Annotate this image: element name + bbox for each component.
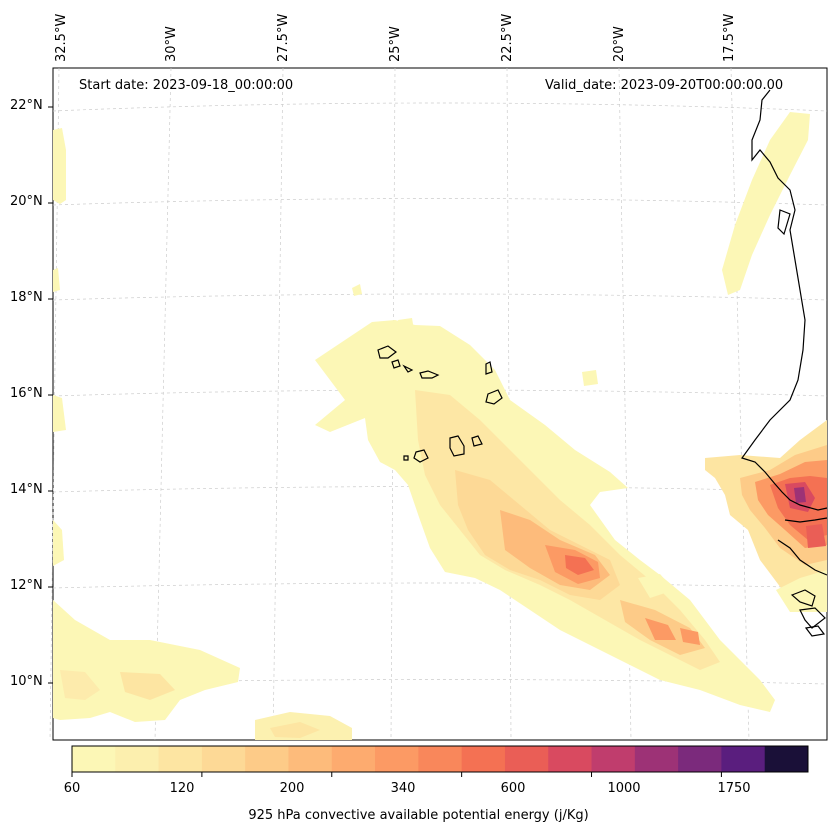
cape-patch xyxy=(638,574,674,598)
island-santo-antao xyxy=(377,345,397,359)
coastline-guinea-bissau xyxy=(777,539,828,576)
lon-label: 22.5°W xyxy=(500,13,515,62)
island-brava xyxy=(403,455,409,461)
lon-label: 32.5°W xyxy=(54,13,69,62)
cape-patch xyxy=(53,520,64,566)
graticule-lat-18 xyxy=(52,293,828,301)
cape-patch xyxy=(806,524,826,548)
lat-label: 22°N xyxy=(10,98,43,113)
coastline-west-africa xyxy=(741,89,828,511)
graticule-lon-30 xyxy=(154,67,172,741)
cape-patch xyxy=(794,487,806,503)
colorbar-tick-label: 120 xyxy=(169,781,195,796)
colorbar-segment xyxy=(158,746,203,772)
graticule-lat-20 xyxy=(52,198,828,206)
cape-patch xyxy=(53,600,240,722)
island-sal xyxy=(485,361,493,375)
coastline-gambia xyxy=(784,517,828,523)
colorbar-segment xyxy=(591,746,636,772)
island-fogo xyxy=(413,449,429,463)
start-date-label: Start date: 2023-09-18_00:00:00 xyxy=(79,78,294,93)
island-santa-luzia xyxy=(402,364,414,373)
colorbar-segment xyxy=(461,746,506,772)
colorbar-ticks xyxy=(71,772,722,777)
colorbar-segment xyxy=(201,746,246,772)
coastlines xyxy=(377,89,828,637)
lon-label: 17.5°W xyxy=(722,13,737,62)
cape-patch xyxy=(398,318,414,332)
colorbar-segment xyxy=(764,746,809,772)
colorbar-segment xyxy=(331,746,376,772)
coastline-bijagos xyxy=(799,607,826,629)
lon-label: 20°W xyxy=(612,26,627,62)
cape-patch xyxy=(270,722,320,738)
colorbar-tick-label: 200 xyxy=(279,781,305,796)
valid-date-label: Valid_date: 2023-09-20T00:00:00.00 xyxy=(545,78,784,93)
island-boa-vista xyxy=(485,389,503,405)
lon-label: 25°W xyxy=(388,26,403,62)
colorbar-segment xyxy=(418,746,463,772)
colorbar-segment xyxy=(721,746,766,772)
colorbar-tick-label: 600 xyxy=(500,781,526,796)
island-sao-vicente xyxy=(391,359,401,369)
graticule-lat-12 xyxy=(52,582,828,589)
colorbar-tick-label: 340 xyxy=(390,781,416,796)
colorbar-tick-label: 1750 xyxy=(717,781,751,796)
cape-patch xyxy=(415,390,720,670)
cape-patch xyxy=(53,128,66,204)
lat-label: 14°N xyxy=(10,482,43,497)
cape-patch xyxy=(60,670,100,700)
island-santiago xyxy=(449,435,465,457)
lat-label: 10°N xyxy=(10,674,43,689)
lat-label: 12°N xyxy=(10,578,43,593)
cape-patch xyxy=(722,112,810,295)
axis-ticks xyxy=(48,106,53,684)
lon-label: 30°W xyxy=(164,26,179,62)
cape-patch xyxy=(352,284,362,296)
colorbar-frame xyxy=(71,745,809,773)
colorbar xyxy=(72,746,809,772)
coastline-bijagos xyxy=(804,625,826,637)
graticule-lat-14 xyxy=(52,486,828,493)
cape-patch xyxy=(565,555,594,575)
cape-patch xyxy=(53,268,60,292)
island-sao-nicolau xyxy=(419,370,440,379)
coastline-bijagos xyxy=(790,589,816,607)
graticule-lon-175 xyxy=(730,67,750,741)
colorbar-segment xyxy=(288,746,333,772)
graticule-lon-275 xyxy=(272,67,284,741)
cape-field xyxy=(53,112,827,740)
colorbar-segment xyxy=(678,746,722,772)
colorbar-title: 925 hPa convective available potential e… xyxy=(248,808,589,823)
island-maio xyxy=(471,435,483,447)
coastline-inlet xyxy=(777,209,791,236)
lat-label: 20°N xyxy=(10,194,43,209)
lat-label: 16°N xyxy=(10,386,43,401)
colorbar-tick-label: 60 xyxy=(63,781,81,796)
colorbar-segment xyxy=(634,746,679,772)
cape-patch xyxy=(582,370,598,386)
colorbar-segment xyxy=(115,746,160,772)
graticule-lat-22 xyxy=(52,102,828,112)
lon-label: 27.5°W xyxy=(276,13,291,62)
colorbar-segment xyxy=(548,746,593,772)
colorbar-segment xyxy=(375,746,419,772)
cape-patch xyxy=(120,672,175,700)
colorbar-tick-label: 1000 xyxy=(607,781,641,796)
cape-patch xyxy=(53,395,66,432)
colorbar-segment xyxy=(245,746,289,772)
colorbar-segment xyxy=(72,746,116,772)
cape-patch xyxy=(680,628,700,645)
cape-patch xyxy=(645,618,676,640)
colorbar-segment xyxy=(504,746,549,772)
lat-label: 18°N xyxy=(10,290,43,305)
